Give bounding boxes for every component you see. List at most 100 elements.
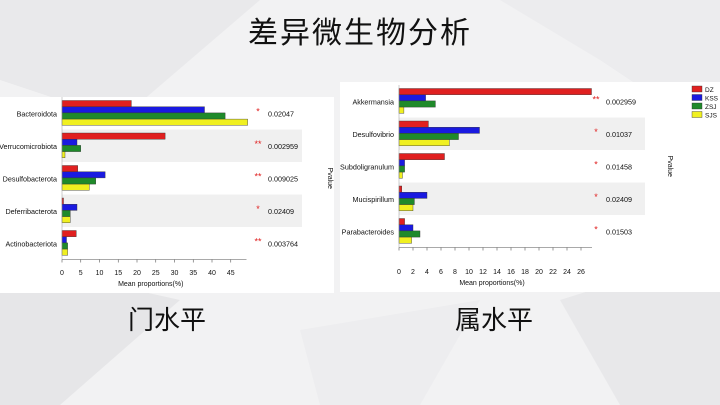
bar-sjs [398, 106, 405, 114]
bar-zsj [61, 145, 81, 152]
x-tick-label: 26 [577, 269, 585, 276]
x-tick-label: 40 [208, 270, 216, 277]
pvalue-label: 0.01503 [606, 227, 632, 236]
bar-kss [61, 139, 78, 146]
x-tick-label: 4 [425, 269, 429, 276]
pvalue-label: 0.01037 [606, 130, 632, 139]
legend-label-zsj: ZSJ [705, 104, 717, 111]
significance-mark: ** [254, 139, 262, 149]
bar-dz [61, 100, 132, 107]
legend-label-dz: DZ [705, 87, 714, 94]
pvalue-label: 0.02047 [268, 109, 294, 118]
bar-sjs [398, 171, 403, 179]
x-tick-label: 22 [549, 269, 557, 276]
legend-label-sjs: SJS [705, 113, 718, 120]
x-tick-label: 14 [493, 269, 501, 276]
slide-title: 差异微生物分析 [248, 16, 472, 51]
legend-swatch-kss [691, 94, 703, 101]
pvalue-axis-label: Pvalue [666, 156, 673, 178]
bar-dz [398, 88, 592, 95]
genus-bar-chart: Akkermansia * * 0.002959 Desulfovibrio * 0.010… [340, 85, 719, 287]
phylum-chart-panel: Bacteroidota * 0.02047 Verrucomicrobiota ** 0… [0, 97, 334, 293]
x-tick-label: 2 [411, 269, 415, 276]
bar-dz [398, 120, 429, 128]
bar-sjs [398, 204, 414, 211]
x-tick-label: 20 [535, 269, 543, 276]
bar-zsj [398, 100, 436, 108]
x-tick-label: 8 [453, 269, 457, 276]
pvalue-label: 0.01458 [606, 162, 632, 171]
x-tick-label: 0 [60, 270, 64, 277]
category-label: Actinobacteriota [5, 239, 57, 248]
bar-sjs [61, 151, 66, 158]
significance-mark: ** [254, 236, 262, 246]
bar-sjs [61, 183, 90, 191]
bar-dz [398, 185, 402, 193]
legend-label-kss: KSS [705, 96, 719, 103]
pvalue-label: 0.002959 [606, 97, 636, 106]
x-tick-label: 24 [563, 269, 571, 276]
bar-sjs [61, 216, 71, 223]
bar-dz [398, 153, 445, 160]
x-axis-label: Mean proportions(%) [459, 280, 524, 287]
bar-dz [61, 165, 78, 172]
pvalue-axis-label: Pvalue [326, 168, 333, 190]
bar-dz [398, 218, 405, 225]
x-tick-label: 5 [79, 270, 83, 277]
bar-kss [398, 94, 426, 102]
pvalue-label: 0.02409 [606, 195, 632, 204]
x-tick-label: 25 [152, 270, 160, 277]
caption-phylum-level: 门水平 [128, 306, 207, 336]
x-tick-label: 6 [439, 269, 443, 276]
category-label: Deferribacterota [5, 207, 57, 216]
caption-genus-level: 属水平 [455, 306, 534, 336]
x-tick-label: 20 [133, 270, 141, 277]
bar-zsj [398, 165, 405, 173]
significance-mark: * [594, 224, 598, 234]
pvalue-label: 0.009025 [268, 174, 298, 183]
legend-swatch-sjs [691, 111, 703, 118]
significance-mark: * [594, 192, 598, 202]
bar-dz [61, 132, 166, 140]
category-label: Bacteroidota [17, 109, 57, 118]
category-label: Verrucomicrobiota [0, 142, 57, 151]
bar-kss [398, 191, 428, 199]
significance-mark: * [594, 159, 598, 169]
row-band [62, 194, 302, 227]
x-tick-label: 30 [171, 270, 179, 277]
row-band [399, 182, 645, 215]
bar-sjs [61, 248, 68, 256]
bar-zsj [61, 177, 96, 185]
genus-chart-panel: Akkermansia * * 0.002959 Desulfovibrio * 0.010… [340, 82, 720, 292]
significance-mark: * [256, 204, 260, 214]
bar-kss [61, 171, 106, 179]
x-tick-label: 10 [465, 269, 473, 276]
category-label: Desulfovibrio [352, 130, 394, 139]
bar-sjs [398, 236, 412, 244]
bar-sjs [61, 118, 248, 126]
x-tick-label: 16 [507, 269, 515, 276]
bar-kss [398, 224, 414, 232]
legend-swatch-dz [691, 85, 703, 93]
bar-dz [61, 230, 77, 237]
legend-swatch-zsj [691, 102, 703, 110]
pvalue-label: 0.02409 [268, 207, 294, 216]
x-tick-label: 15 [114, 270, 122, 277]
phylum-bar-chart: Bacteroidota * 0.02047 Verrucomicrobiota ** 0… [0, 97, 333, 288]
category-label: Akkermansia [352, 97, 394, 106]
bar-kss [61, 106, 205, 114]
bar-kss [61, 236, 67, 244]
category-label: Desulfobacterota [3, 174, 57, 183]
bar-zsj [398, 230, 421, 238]
significance-mark: ** [254, 171, 262, 181]
x-axis-label: Mean proportions(%) [118, 281, 183, 288]
bar-zsj [61, 112, 226, 120]
x-tick-label: 0 [397, 269, 401, 276]
bar-zsj [398, 133, 459, 140]
bar-zsj [61, 210, 71, 217]
bar-zsj [61, 242, 68, 250]
x-tick-label: 10 [96, 270, 104, 277]
pvalue-label: 0.002959 [268, 142, 298, 151]
x-tick-label: 18 [521, 269, 529, 276]
